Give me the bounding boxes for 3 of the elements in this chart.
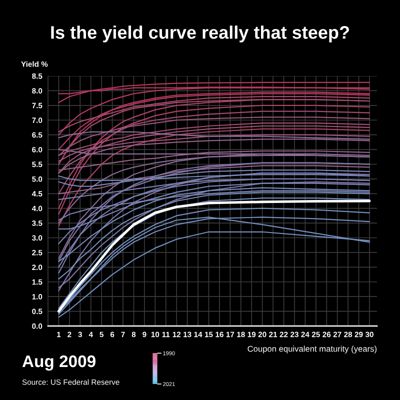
chart-title: Is the yield curve really that steep? bbox=[51, 26, 349, 42]
x-axis-title: Coupon equivalent maturity (years) bbox=[248, 346, 376, 354]
text: Aug 2009 bbox=[22, 355, 96, 371]
